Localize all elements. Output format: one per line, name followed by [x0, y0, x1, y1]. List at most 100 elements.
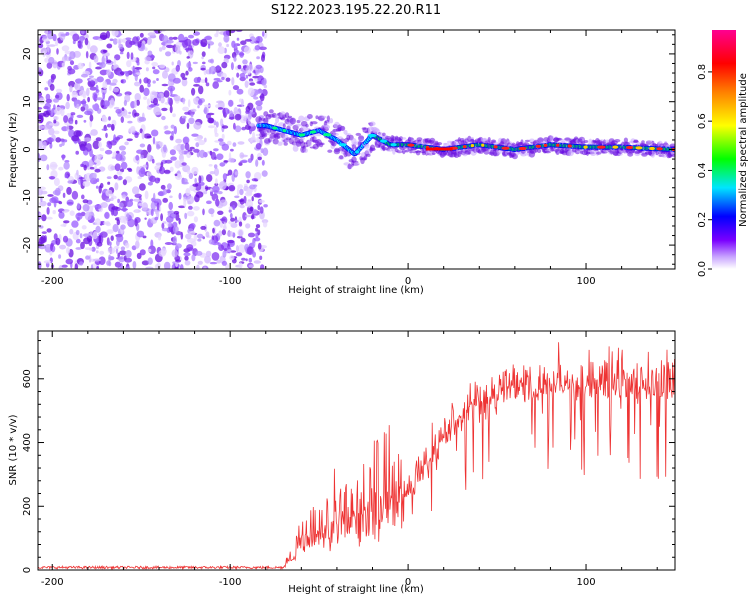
noise-speckle: [205, 231, 210, 238]
noise-speckle: [149, 55, 155, 59]
noise-speckle: [54, 94, 60, 99]
noise-speckle: [111, 206, 119, 211]
noise-speckle: [102, 80, 108, 90]
signal-halo: [443, 142, 450, 147]
noise-speckle: [43, 260, 52, 264]
noise-speckle: [188, 67, 193, 72]
noise-speckle: [170, 87, 173, 96]
noise-speckle: [218, 230, 223, 237]
noise-speckle: [239, 188, 244, 196]
colorbar-tick-label: 0.6: [697, 113, 708, 129]
noise-speckle: [178, 217, 181, 225]
noise-speckle: [263, 204, 268, 208]
noise-speckle: [211, 185, 220, 193]
signal-halo: [564, 137, 571, 141]
noise-speckle: [209, 261, 218, 265]
noise-speckle: [75, 229, 80, 236]
noise-speckle: [247, 232, 256, 238]
noise-speckle: [208, 125, 215, 129]
x-tick-label: -200: [41, 577, 64, 588]
noise-speckle: [152, 136, 156, 145]
noise-speckle: [160, 213, 164, 222]
noise-speckle: [244, 80, 249, 88]
noise-speckle: [172, 113, 176, 118]
signal-halo: [460, 149, 464, 152]
noise-speckle: [148, 104, 156, 108]
noise-speckle: [186, 56, 190, 59]
noise-speckle: [65, 258, 74, 265]
signal-halo: [661, 154, 668, 158]
noise-speckle: [182, 136, 190, 145]
signal-halo: [355, 132, 362, 136]
noise-speckle: [69, 210, 75, 216]
noise-speckle: [184, 142, 190, 151]
noise-speckle: [111, 30, 119, 37]
noise-speckle: [105, 198, 111, 203]
noise-speckle: [252, 107, 256, 113]
noise-speckle: [53, 116, 59, 121]
signal-halo: [315, 115, 319, 120]
signal-halo: [310, 121, 318, 125]
noise-speckle: [243, 195, 247, 204]
noise-speckle: [221, 133, 225, 140]
noise-speckle: [238, 98, 243, 103]
noise-speckle: [198, 98, 203, 106]
snr-marks: [38, 342, 675, 570]
noise-speckle: [38, 97, 46, 105]
noise-speckle: [245, 74, 249, 79]
signal-halo: [614, 139, 621, 143]
noise-speckle: [221, 61, 228, 69]
noise-speckle: [151, 129, 159, 137]
noise-speckle: [116, 171, 123, 176]
signal-peak: [583, 145, 588, 149]
noise-speckle: [163, 261, 171, 269]
noise-speckle: [42, 35, 47, 39]
noise-speckle: [112, 209, 118, 217]
noise-speckle: [178, 33, 185, 43]
noise-speckle: [217, 210, 224, 215]
noise-speckle: [175, 138, 183, 144]
noise-speckle: [113, 134, 116, 143]
noise-speckle: [141, 260, 150, 266]
spectrogram-x-axis-label: Height of straight line (km): [288, 285, 424, 296]
noise-speckle: [248, 63, 253, 72]
x-tick-label: -100: [219, 577, 242, 588]
noise-speckle: [208, 208, 215, 215]
noise-speckle: [145, 266, 154, 269]
noise-speckle: [145, 47, 148, 51]
noise-speckle: [239, 73, 246, 78]
noise-speckle: [182, 106, 190, 112]
signal-halo: [555, 137, 563, 141]
noise-speckle: [237, 244, 246, 254]
noise-speckle: [77, 40, 82, 49]
noise-speckle: [238, 229, 243, 237]
x-tick-label: 100: [576, 577, 595, 588]
noise-speckle: [115, 153, 123, 162]
noise-speckle: [229, 255, 235, 261]
signal-halo: [511, 153, 518, 160]
noise-speckle: [261, 79, 267, 85]
x-tick-label: -100: [219, 276, 242, 287]
noise-speckle: [206, 200, 212, 205]
noise-speckle: [168, 36, 174, 41]
noise-speckle: [126, 213, 130, 219]
noise-speckle: [215, 104, 221, 108]
noise-speckle: [195, 250, 203, 256]
noise-speckle: [170, 82, 175, 85]
noise-speckle: [175, 64, 180, 72]
noise-speckle: [66, 247, 70, 254]
noise-speckle: [168, 222, 173, 228]
noise-speckle: [42, 124, 51, 130]
signal-peak: [462, 145, 467, 149]
noise-speckle: [258, 199, 265, 203]
signal-halo: [416, 137, 423, 142]
noise-speckle: [200, 225, 207, 230]
signal-halo: [333, 148, 341, 155]
signal-peak: [518, 146, 527, 151]
noise-speckle: [55, 237, 61, 246]
noise-speckle: [110, 235, 114, 241]
noise-speckle: [252, 75, 260, 79]
noise-speckle: [222, 173, 227, 181]
noise-speckle: [96, 241, 103, 247]
noise-speckle: [89, 45, 98, 54]
